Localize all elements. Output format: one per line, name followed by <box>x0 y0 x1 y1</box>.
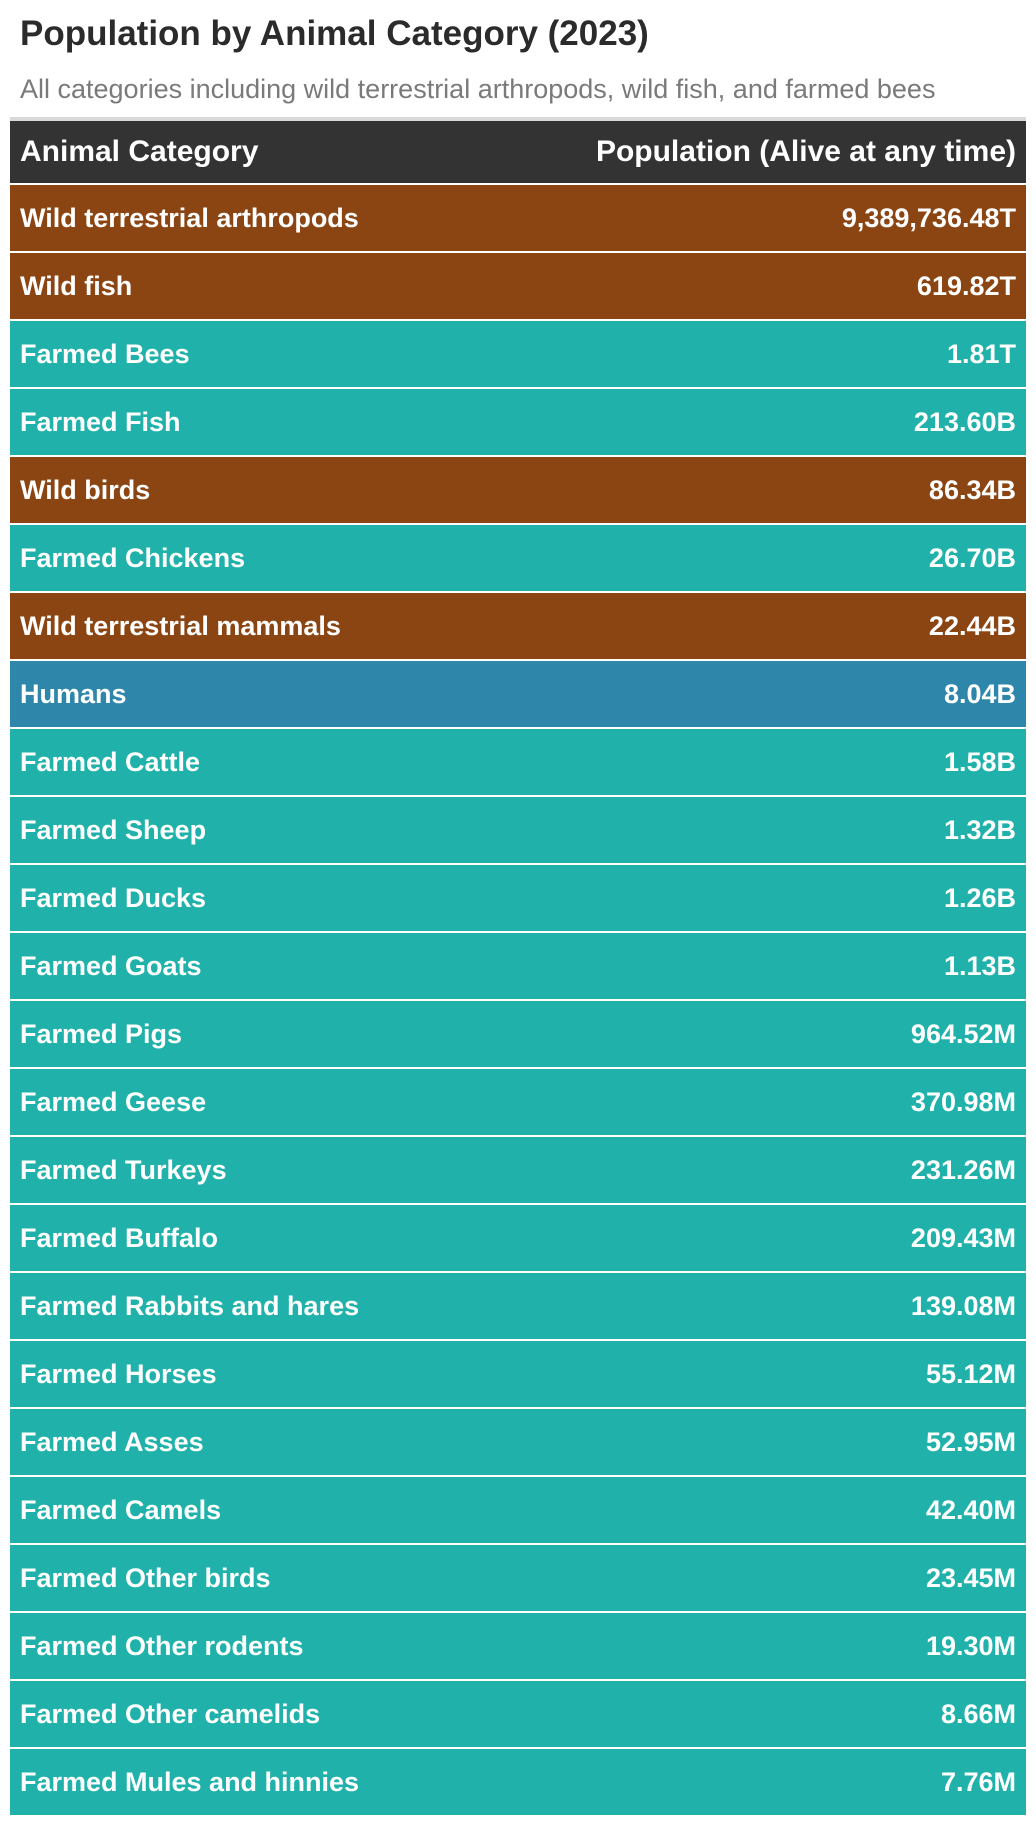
table-row: Wild terrestrial mammals 22.44B <box>10 591 1026 660</box>
table-row: Farmed Geese 370.98M <box>10 1067 1026 1136</box>
table-row: Wild birds 86.34B <box>10 455 1026 524</box>
category-cell: Farmed Other birds <box>10 1543 569 1612</box>
category-cell: Wild fish <box>10 251 569 320</box>
population-cell: 23.45M <box>568 1543 1026 1612</box>
population-cell: 370.98M <box>568 1067 1026 1136</box>
population-cell: 209.43M <box>568 1203 1026 1272</box>
population-cell: 22.44B <box>568 591 1026 660</box>
table-row: Farmed Other camelids 8.66M <box>10 1679 1026 1748</box>
table-row: Farmed Rabbits and hares 139.08M <box>10 1271 1026 1340</box>
population-cell: 8.66M <box>568 1679 1026 1748</box>
category-cell: Farmed Geese <box>10 1067 569 1136</box>
category-cell: Farmed Ducks <box>10 863 569 932</box>
chart-title: Population by Animal Category (2023) <box>20 14 649 53</box>
population-cell: 1.58B <box>568 727 1026 796</box>
category-cell: Wild terrestrial arthropods <box>10 183 569 252</box>
table-row: Wild fish 619.82T <box>10 251 1026 320</box>
table-body: Wild terrestrial arthropods 9,389,736.48T… <box>10 183 1026 1815</box>
table-row: Farmed Cattle 1.58B <box>10 727 1026 796</box>
category-cell: Farmed Goats <box>10 931 569 1000</box>
table-row: Humans 8.04B <box>10 659 1026 728</box>
table-row: Farmed Turkeys 231.26M <box>10 1135 1026 1204</box>
population-table: Animal Category Population (Alive at any… <box>10 121 1026 1815</box>
header-divider <box>10 117 1026 121</box>
table-row: Farmed Other birds 23.45M <box>10 1543 1026 1612</box>
category-cell: Farmed Bees <box>10 319 569 388</box>
population-cell: 1.81T <box>568 319 1026 388</box>
header-row: Animal Category Population (Alive at any… <box>10 121 1026 184</box>
population-cell: 231.26M <box>568 1135 1026 1204</box>
population-cell: 52.95M <box>568 1407 1026 1476</box>
table-row: Farmed Other rodents 19.30M <box>10 1611 1026 1680</box>
table-row: Farmed Horses 55.12M <box>10 1339 1026 1408</box>
population-cell: 213.60B <box>568 387 1026 456</box>
table-header: Animal Category Population (Alive at any… <box>10 121 1026 184</box>
category-cell: Farmed Pigs <box>10 999 569 1068</box>
population-cell: 9,389,736.48T <box>568 183 1026 252</box>
population-cell: 42.40M <box>568 1475 1026 1544</box>
category-cell: Humans <box>10 659 569 728</box>
table-row: Farmed Camels 42.40M <box>10 1475 1026 1544</box>
population-cell: 1.26B <box>568 863 1026 932</box>
table-row: Farmed Asses 52.95M <box>10 1407 1026 1476</box>
chart-subtitle: All categories including wild terrestria… <box>20 74 936 104</box>
table-row: Farmed Goats 1.13B <box>10 931 1026 1000</box>
category-cell: Farmed Other rodents <box>10 1611 569 1680</box>
category-cell: Farmed Mules and hinnies <box>10 1747 569 1815</box>
category-cell: Farmed Cattle <box>10 727 569 796</box>
population-cell: 1.13B <box>568 931 1026 1000</box>
table-row: Farmed Pigs 964.52M <box>10 999 1026 1068</box>
population-cell: 8.04B <box>568 659 1026 728</box>
population-cell: 1.32B <box>568 795 1026 864</box>
category-cell: Farmed Chickens <box>10 523 569 592</box>
table-row: Farmed Chickens 26.70B <box>10 523 1026 592</box>
category-cell: Wild birds <box>10 455 569 524</box>
category-cell: Farmed Horses <box>10 1339 569 1408</box>
category-cell: Wild terrestrial mammals <box>10 591 569 660</box>
category-cell: Farmed Buffalo <box>10 1203 569 1272</box>
table-row: Farmed Buffalo 209.43M <box>10 1203 1026 1272</box>
column-header-population: Population (Alive at any time) <box>568 121 1026 184</box>
population-cell: 7.76M <box>568 1747 1026 1815</box>
population-cell: 55.12M <box>568 1339 1026 1408</box>
category-cell: Farmed Camels <box>10 1475 569 1544</box>
category-cell: Farmed Sheep <box>10 795 569 864</box>
table-row: Farmed Bees 1.81T <box>10 319 1026 388</box>
category-cell: Farmed Rabbits and hares <box>10 1271 569 1340</box>
category-cell: Farmed Asses <box>10 1407 569 1476</box>
category-cell: Farmed Turkeys <box>10 1135 569 1204</box>
population-cell: 19.30M <box>568 1611 1026 1680</box>
table-row: Farmed Ducks 1.26B <box>10 863 1026 932</box>
population-cell: 964.52M <box>568 999 1026 1068</box>
population-cell: 619.82T <box>568 251 1026 320</box>
column-header-category: Animal Category <box>10 121 569 184</box>
category-cell: Farmed Other camelids <box>10 1679 569 1748</box>
table-row: Farmed Fish 213.60B <box>10 387 1026 456</box>
category-cell: Farmed Fish <box>10 387 569 456</box>
population-cell: 26.70B <box>568 523 1026 592</box>
population-cell: 86.34B <box>568 455 1026 524</box>
table-row: Wild terrestrial arthropods 9,389,736.48T <box>10 183 1026 252</box>
table-row: Farmed Mules and hinnies 7.76M <box>10 1747 1026 1815</box>
population-cell: 139.08M <box>568 1271 1026 1340</box>
table-row: Farmed Sheep 1.32B <box>10 795 1026 864</box>
